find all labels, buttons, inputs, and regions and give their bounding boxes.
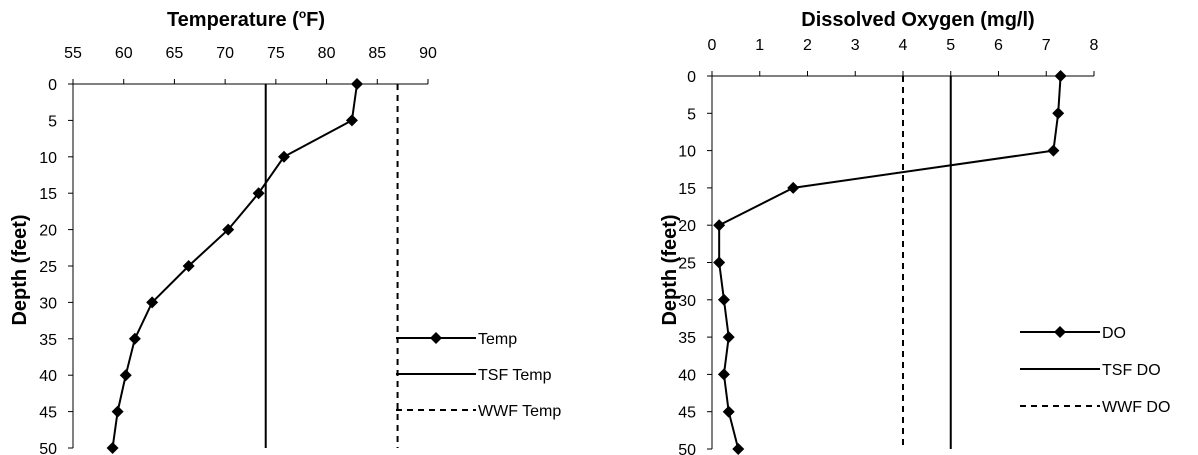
y-tick-label: 45 bbox=[39, 405, 57, 422]
y-tick-label: 35 bbox=[678, 330, 696, 347]
y-tick-label: 5 bbox=[687, 106, 696, 123]
temperature-legend: Temp TSF Temp WWF Temp bbox=[396, 331, 561, 420]
data-point-marker bbox=[732, 443, 745, 455]
x-tick-label: 2 bbox=[803, 37, 812, 54]
series-line-do bbox=[718, 75, 1062, 450]
data-point-marker bbox=[722, 331, 735, 344]
data-point-marker bbox=[277, 150, 290, 163]
y-tick-label: 15 bbox=[678, 181, 696, 198]
data-point-marker bbox=[717, 368, 730, 381]
x-tick-label: 70 bbox=[216, 45, 234, 62]
data-point-marker bbox=[1052, 107, 1065, 120]
y-tick-label: 10 bbox=[39, 150, 57, 167]
temperature-chart-title: Temperature (oF) bbox=[167, 7, 325, 31]
y-tick-label: 5 bbox=[48, 113, 57, 130]
y-tick-label: 35 bbox=[39, 332, 57, 349]
x-tick-label: 5 bbox=[946, 37, 955, 54]
x-tick-label: 55 bbox=[64, 45, 82, 62]
series-line-temp bbox=[111, 83, 358, 449]
data-point-marker bbox=[717, 293, 730, 306]
legend-label: DO bbox=[1102, 325, 1126, 342]
x-tick-label: 7 bbox=[1042, 37, 1051, 54]
legend-label: WWF Temp bbox=[478, 403, 561, 420]
data-point-marker bbox=[1054, 70, 1067, 82]
legend-label: TSF DO bbox=[1102, 362, 1161, 379]
x-tick-label: 85 bbox=[368, 45, 386, 62]
y-tick-label: 40 bbox=[678, 367, 696, 384]
temperature-series bbox=[106, 78, 399, 454]
data-point-marker bbox=[351, 78, 363, 90]
data-point-marker bbox=[713, 219, 726, 232]
data-point-marker bbox=[182, 260, 195, 272]
x-tick-label: 8 bbox=[1090, 37, 1099, 54]
y-tick-label: 0 bbox=[687, 69, 696, 86]
legend-label: Temp bbox=[478, 331, 517, 348]
x-tick-label: 75 bbox=[267, 45, 285, 62]
legend-marker bbox=[430, 332, 442, 344]
dissolved-oxygen-legend: DO TSF DO WWF DO bbox=[1020, 325, 1170, 416]
x-tick-label: 3 bbox=[851, 37, 860, 54]
y-tick-label: 20 bbox=[678, 218, 696, 235]
y-tick-label: 0 bbox=[48, 77, 57, 94]
data-point-marker bbox=[222, 223, 235, 236]
y-tick-label: 15 bbox=[39, 186, 57, 203]
x-tick-label: 80 bbox=[318, 45, 336, 62]
data-point-marker bbox=[146, 296, 159, 309]
data-point-marker bbox=[1047, 144, 1060, 157]
y-tick-label: 25 bbox=[39, 259, 57, 276]
dissolved-oxygen-chart-title: Dissolved Oxygen (mg/l) bbox=[801, 9, 1034, 31]
temperature-axes: 55 60 65 70 75 80 85 90 0 5 10 15 20 25 30 35 40 45 50 bbox=[39, 45, 437, 455]
dissolved-oxygen-chart-ylabel: Depth (feet) bbox=[659, 214, 681, 325]
data-point-marker bbox=[111, 405, 124, 418]
y-tick-label: 50 bbox=[39, 441, 57, 455]
x-tick-label: 60 bbox=[115, 45, 133, 62]
x-tick-label: 90 bbox=[419, 45, 437, 62]
y-tick-label: 30 bbox=[678, 293, 696, 310]
y-tick-label: 10 bbox=[678, 144, 696, 161]
x-tick-label: 1 bbox=[755, 37, 764, 54]
data-point-marker bbox=[252, 187, 265, 200]
legend-label: TSF Temp bbox=[478, 367, 552, 384]
y-tick-label: 30 bbox=[39, 295, 57, 312]
data-point-marker bbox=[787, 181, 800, 194]
temperature-chart: Temperature (oF) Depth (feet) 55 60 65 70 75… bbox=[9, 7, 561, 455]
y-tick-label: 25 bbox=[678, 256, 696, 273]
y-tick-label: 50 bbox=[678, 442, 696, 455]
x-tick-label: 0 bbox=[708, 37, 717, 54]
data-point-marker bbox=[128, 332, 141, 345]
data-point-marker bbox=[345, 114, 358, 127]
data-point-marker bbox=[722, 405, 735, 418]
x-tick-label: 65 bbox=[166, 45, 184, 62]
data-point-marker bbox=[106, 442, 119, 454]
y-tick-label: 40 bbox=[39, 368, 57, 385]
legend-label: WWF DO bbox=[1102, 399, 1170, 416]
x-tick-label: 4 bbox=[899, 37, 908, 54]
dissolved-oxygen-chart: Dissolved Oxygen (mg/l) Depth (feet) 0 1 2… bbox=[659, 9, 1170, 455]
temperature-chart-ylabel: Depth (feet) bbox=[9, 214, 31, 325]
legend-marker bbox=[1054, 326, 1066, 338]
data-point-marker bbox=[119, 369, 132, 382]
x-tick-label: 6 bbox=[994, 37, 1003, 54]
y-tick-label: 20 bbox=[39, 223, 57, 240]
y-tick-label: 45 bbox=[678, 405, 696, 422]
data-point-marker bbox=[713, 256, 726, 269]
dissolved-oxygen-series bbox=[713, 70, 1067, 455]
